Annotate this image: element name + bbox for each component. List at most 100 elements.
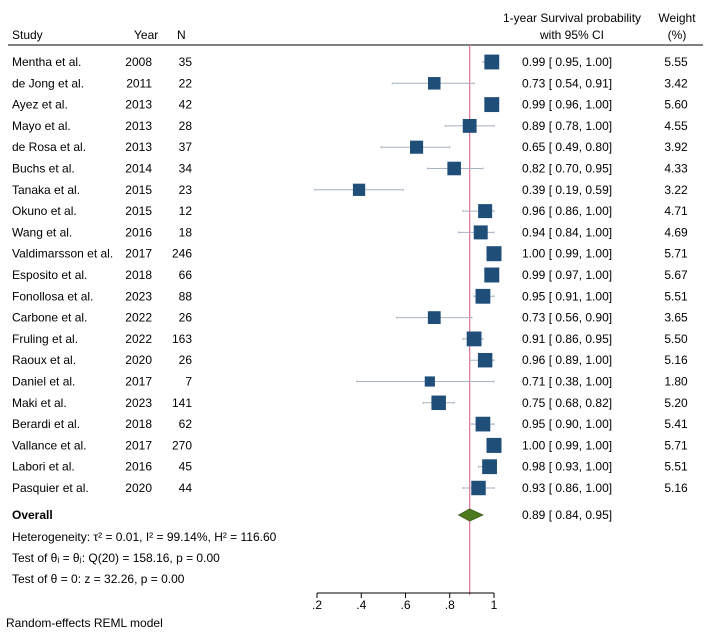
study-year: 2008 xyxy=(125,55,152,69)
study-name: Wang et al. xyxy=(12,225,72,239)
column-header-n: N xyxy=(177,28,186,42)
study-ci-text: 0.96 [ 0.86, 1.00] xyxy=(522,204,612,218)
study-weight: 3.42 xyxy=(664,76,688,90)
study-ci-text: 0.71 [ 0.38, 1.00] xyxy=(522,375,612,389)
study-name: Raoux et al. xyxy=(12,353,76,367)
study-n: 42 xyxy=(179,98,193,112)
x-axis-tick-label: 1 xyxy=(491,598,498,612)
study-n: 45 xyxy=(179,460,193,474)
study-year: 2011 xyxy=(126,76,152,90)
study-ci-text: 0.99 [ 0.95, 1.00] xyxy=(522,55,612,69)
study-weight: 5.51 xyxy=(664,289,688,303)
study-ci-text: 0.95 [ 0.91, 1.00] xyxy=(522,289,612,303)
study-year: 2018 xyxy=(125,268,152,282)
study-estimate-marker xyxy=(473,225,488,240)
study-year: 2013 xyxy=(125,119,152,133)
overall-effect-test-text: Test of θ = 0: z = 32.26, p = 0.00 xyxy=(12,572,185,586)
study-estimate-marker xyxy=(466,331,482,347)
study-estimate-marker xyxy=(475,416,491,432)
study-name: Buchs et al. xyxy=(12,162,75,176)
study-weight: 5.20 xyxy=(664,396,688,410)
study-weight: 5.60 xyxy=(664,98,688,112)
column-header-weight-line1: Weight xyxy=(658,11,696,25)
study-year: 2023 xyxy=(125,289,152,303)
study-name: Maki et al. xyxy=(12,396,67,410)
study-year: 2013 xyxy=(125,140,152,154)
study-ci-text: 0.89 [ 0.78, 1.00] xyxy=(522,119,612,133)
study-ci-text: 0.95 [ 0.90, 1.00] xyxy=(522,417,612,431)
study-ci-text: 0.65 [ 0.49, 0.80] xyxy=(522,140,612,154)
heterogeneity-text: Heterogeneity: τ² = 0.01, I² = 99.14%, H… xyxy=(12,530,277,544)
study-year: 2016 xyxy=(125,225,152,239)
study-weight: 4.33 xyxy=(664,162,688,176)
x-axis: .2 .4 .6 .8 1 xyxy=(312,592,498,612)
study-year: 2016 xyxy=(125,460,152,474)
study-ci-text: 0.82 [ 0.70, 0.95] xyxy=(522,162,612,176)
study-estimate-marker xyxy=(431,395,446,411)
overall-diamond xyxy=(457,508,484,522)
study-year: 2020 xyxy=(125,481,152,495)
study-estimate-marker xyxy=(427,311,441,324)
study-weight: 3.92 xyxy=(664,140,688,154)
x-axis-tick-label: .2 xyxy=(312,598,322,612)
study-n: 62 xyxy=(179,417,193,431)
study-estimate-marker xyxy=(424,376,435,387)
column-header-weight-line2: (%) xyxy=(668,28,687,42)
study-weight: 4.69 xyxy=(664,225,688,239)
study-year: 2022 xyxy=(125,311,152,325)
study-year: 2018 xyxy=(125,417,152,431)
study-ci-text: 0.98 [ 0.93, 1.00] xyxy=(522,460,612,474)
study-n: 44 xyxy=(179,481,193,495)
study-name: Tanaka et al. xyxy=(12,183,80,197)
study-n: 26 xyxy=(179,311,193,325)
study-estimate-marker xyxy=(477,352,493,368)
study-name: Okuno et al. xyxy=(12,204,77,218)
study-year: 2017 xyxy=(125,438,152,452)
study-n: 270 xyxy=(172,438,192,452)
study-n: 18 xyxy=(179,225,193,239)
study-n: 34 xyxy=(179,162,193,176)
study-n: 141 xyxy=(172,396,192,410)
study-ci-text: 0.99 [ 0.96, 1.00] xyxy=(522,98,612,112)
study-name: Berardi et al. xyxy=(12,417,80,431)
study-estimate-marker xyxy=(484,97,500,113)
column-header-estimate-line1: 1-year Survival probability xyxy=(503,11,641,25)
study-estimate-marker xyxy=(475,288,491,304)
study-weight: 5.55 xyxy=(664,55,688,69)
study-estimate-marker xyxy=(428,77,441,90)
study-weight: 5.71 xyxy=(664,247,688,261)
study-ci-text: 0.99 [ 0.97, 1.00] xyxy=(522,268,612,282)
study-weight: 5.41 xyxy=(664,417,688,431)
study-estimate-marker xyxy=(486,246,502,262)
study-name: Ayez et al. xyxy=(12,98,68,112)
study-name: de Rosa et al. xyxy=(12,140,86,154)
study-weight: 5.16 xyxy=(664,481,688,495)
study-weight: 5.50 xyxy=(664,332,688,346)
study-n: 22 xyxy=(179,76,193,90)
study-ci-text: 1.00 [ 0.99, 1.00] xyxy=(522,438,612,452)
study-ci-text: 0.39 [ 0.19, 0.59] xyxy=(522,183,612,197)
study-ci-text: 0.96 [ 0.89, 1.00] xyxy=(522,353,612,367)
column-header-estimate-line2: with 95% CI xyxy=(539,28,604,42)
study-ci-text: 0.75 [ 0.68, 0.82] xyxy=(522,396,612,410)
study-weight: 4.55 xyxy=(664,119,688,133)
study-estimate-marker xyxy=(478,204,493,219)
study-weight: 5.51 xyxy=(664,460,688,474)
study-n: 246 xyxy=(172,247,192,261)
study-ci-text: 0.73 [ 0.54, 0.91] xyxy=(522,76,612,90)
study-name: de Jong et al. xyxy=(12,76,84,90)
study-n: 66 xyxy=(179,268,193,282)
study-estimate-marker xyxy=(462,118,477,133)
study-weight: 5.71 xyxy=(664,438,688,452)
study-n: 23 xyxy=(179,183,193,197)
study-ci-text: 0.73 [ 0.56, 0.90] xyxy=(522,311,612,325)
study-n: 12 xyxy=(179,204,193,218)
study-estimate-marker xyxy=(447,161,461,176)
study-year: 2022 xyxy=(125,332,152,346)
study-weight: 3.22 xyxy=(664,183,688,197)
plot-marks xyxy=(314,45,502,595)
study-name: Valdimarsson et al. xyxy=(12,247,113,261)
study-estimate-marker xyxy=(484,267,500,283)
study-estimate-marker xyxy=(484,54,500,70)
